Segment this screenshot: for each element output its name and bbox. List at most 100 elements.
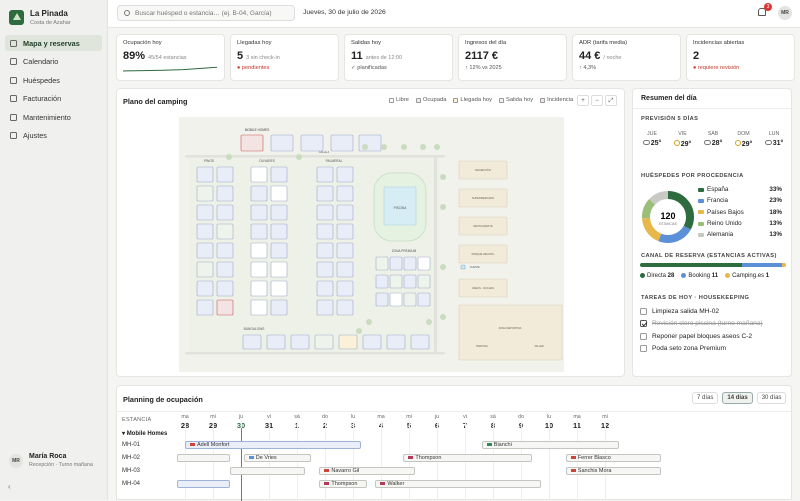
- unit-olivares-a4[interactable]: [250, 242, 268, 259]
- unit-pinos-a7[interactable]: [196, 299, 214, 316]
- task-item[interactable]: Poda seto zona Premium: [640, 343, 763, 356]
- unit-olivares-b4[interactable]: [270, 242, 288, 259]
- booking-bar[interactable]: Sanchis Mora: [565, 467, 661, 475]
- booking-bar[interactable]: [176, 480, 230, 488]
- unit-premium-c0[interactable]: [375, 292, 389, 307]
- bell-icon[interactable]: [758, 8, 766, 16]
- unit-pinos-b1[interactable]: [216, 185, 234, 202]
- pool[interactable]: [383, 186, 417, 226]
- unit-olivares-a3[interactable]: [250, 223, 268, 240]
- unit-premium-a0[interactable]: [375, 256, 389, 271]
- booking-bar[interactable]: Adell Monfort: [185, 441, 362, 449]
- unit-palmeral-b3[interactable]: [336, 223, 354, 240]
- unit-palmeral-a3[interactable]: [316, 223, 334, 240]
- booking-bar[interactable]: [229, 467, 306, 475]
- task-checkbox[interactable]: [640, 320, 647, 328]
- unit-pinos-a5[interactable]: [196, 261, 214, 278]
- unit-bungalow-1[interactable]: [266, 334, 286, 350]
- unit-olivares-a0[interactable]: [250, 166, 268, 183]
- unit-pinos-b5[interactable]: [216, 261, 234, 278]
- unit-premium-c2[interactable]: [403, 292, 417, 307]
- unit-palmeral-a7[interactable]: [316, 299, 334, 316]
- unit-olivares-a6[interactable]: [250, 280, 268, 297]
- unit-pinos-a3[interactable]: [196, 223, 214, 240]
- unit-bungalow-7[interactable]: [410, 334, 430, 350]
- unit-olivares-b0[interactable]: [270, 166, 288, 183]
- tab-30-días[interactable]: 30 días: [756, 392, 787, 404]
- unit-bungalow-6[interactable]: [386, 334, 406, 350]
- booking-bar[interactable]: Thompson: [319, 480, 367, 488]
- unit-pinos-b4[interactable]: [216, 242, 234, 259]
- task-item[interactable]: Revisión cloro piscina (turno mañana): [640, 318, 763, 331]
- service-1[interactable]: [458, 188, 508, 208]
- unit-pinos-b0[interactable]: [216, 166, 234, 183]
- unit-olivares-a5[interactable]: [250, 261, 268, 278]
- unit-palmeral-b5[interactable]: [336, 261, 354, 278]
- unit-palmeral-b7[interactable]: [336, 299, 354, 316]
- unit-palmeral-a1[interactable]: [316, 185, 334, 202]
- unit-premium-a3[interactable]: [417, 256, 431, 271]
- booking-bar[interactable]: Bianchi: [481, 441, 619, 449]
- unit-olivares-b7[interactable]: [270, 299, 288, 316]
- unit-palmeral-a2[interactable]: [316, 204, 334, 221]
- nav-facturación[interactable]: Facturación: [5, 91, 102, 107]
- tab-14-días[interactable]: 14 días: [722, 392, 753, 404]
- unit-mh-1[interactable]: [240, 134, 264, 152]
- nav-mapa-y-reservas[interactable]: Mapa y reservas: [5, 35, 102, 51]
- unit-mh-4[interactable]: [330, 134, 354, 152]
- unit-palmeral-a6[interactable]: [316, 280, 334, 297]
- unit-palmeral-b1[interactable]: [336, 185, 354, 202]
- task-item[interactable]: Reponer papel bloques aseos C-2: [640, 330, 763, 343]
- unit-bungalow-3[interactable]: [314, 334, 334, 350]
- unit-premium-c3[interactable]: [417, 292, 431, 307]
- unit-palmeral-a4[interactable]: [316, 242, 334, 259]
- unit-olivares-b6[interactable]: [270, 280, 288, 297]
- user-profile[interactable]: MR María Roca Recepción · Turno mañana: [9, 453, 93, 468]
- unit-palmeral-b0[interactable]: [336, 166, 354, 183]
- task-item[interactable]: Limpieza salida MH-02: [640, 305, 763, 318]
- unit-palmeral-a5[interactable]: [316, 261, 334, 278]
- unit-pinos-b6[interactable]: [216, 280, 234, 297]
- unit-olivares-a7[interactable]: [250, 299, 268, 316]
- unit-palmeral-b6[interactable]: [336, 280, 354, 297]
- nav-ajustes[interactable]: Ajustes: [5, 128, 102, 144]
- unit-premium-b3[interactable]: [417, 274, 431, 289]
- unit-olivares-b5[interactable]: [270, 261, 288, 278]
- unit-palmeral-b2[interactable]: [336, 204, 354, 221]
- task-checkbox[interactable]: [640, 307, 647, 315]
- group-mobile-homes[interactable]: ▾ Mobile Homes: [122, 431, 168, 437]
- nav-mantenimiento[interactable]: Mantenimiento: [5, 109, 102, 125]
- booking-bar[interactable]: Thompson: [403, 454, 533, 462]
- fullscreen-button[interactable]: ⤢: [605, 95, 617, 106]
- unit-palmeral-a0[interactable]: [316, 166, 334, 183]
- sports-area[interactable]: [458, 304, 563, 361]
- unit-olivares-b3[interactable]: [270, 223, 288, 240]
- task-checkbox[interactable]: [640, 345, 647, 353]
- unit-premium-b1[interactable]: [389, 274, 403, 289]
- booking-bar[interactable]: Ferrer Blasco: [565, 454, 661, 462]
- unit-mh-2[interactable]: [270, 134, 294, 152]
- unit-pinos-a0[interactable]: [196, 166, 214, 183]
- unit-pinos-a2[interactable]: [196, 204, 214, 221]
- unit-pinos-a6[interactable]: [196, 280, 214, 297]
- search-box[interactable]: [117, 5, 295, 21]
- unit-premium-a2[interactable]: [403, 256, 417, 271]
- booking-bar[interactable]: Navarro Gil: [319, 467, 415, 475]
- unit-premium-c1[interactable]: [389, 292, 403, 307]
- service-0[interactable]: [458, 160, 508, 180]
- service-4[interactable]: [458, 278, 508, 298]
- unit-palmeral-b4[interactable]: [336, 242, 354, 259]
- top-avatar[interactable]: MR: [778, 6, 792, 20]
- collapse-sidebar-icon[interactable]: ‹: [8, 482, 11, 491]
- unit-olivares-a1[interactable]: [250, 185, 268, 202]
- unit-pinos-a1[interactable]: [196, 185, 214, 202]
- tab-7-días[interactable]: 7 días: [692, 392, 719, 404]
- nav-calendario[interactable]: Calendario: [5, 54, 102, 70]
- booking-bar[interactable]: [176, 454, 230, 462]
- unit-mh-3[interactable]: [300, 134, 324, 152]
- search-input[interactable]: [135, 9, 285, 17]
- booking-bar[interactable]: Walker: [375, 480, 541, 488]
- unit-pinos-b7[interactable]: [216, 299, 234, 316]
- task-checkbox[interactable]: [640, 332, 647, 340]
- unit-premium-b2[interactable]: [403, 274, 417, 289]
